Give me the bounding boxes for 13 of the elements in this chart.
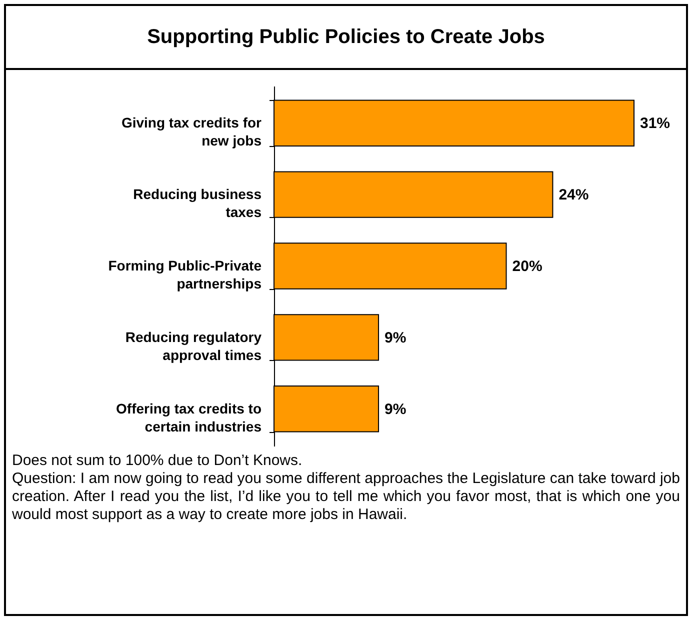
y-tick-label: Offering tax credits to certain industries <box>116 400 262 434</box>
text: Does not sum to 100% due to Don’t Knows. <box>12 452 304 470</box>
data-label: 20% <box>512 258 542 275</box>
chart-title: Supporting Public Policies to Create Jobs <box>6 6 686 70</box>
data-label: 9% <box>384 329 406 346</box>
y-tick-label: Giving tax credits for new jobs <box>121 114 262 149</box>
data-label: 24% <box>558 186 589 204</box>
y-tick-label: Reducing business taxes <box>133 186 262 220</box>
y-tick-label: Reducing regulatory approval times <box>125 328 262 363</box>
text: Question: I am now going to read you some different approaches the Legislature can take toward job creation. After I read you the list, I’d like you to tell me which you favor most, that is which one you would most support as a way to create more jobs in Hawaii. <box>12 470 680 524</box>
data-label: 31% <box>640 115 670 132</box>
y-tick-label: Forming Public-Private partnerships <box>108 258 262 292</box>
data-label: 9% <box>384 400 406 418</box>
